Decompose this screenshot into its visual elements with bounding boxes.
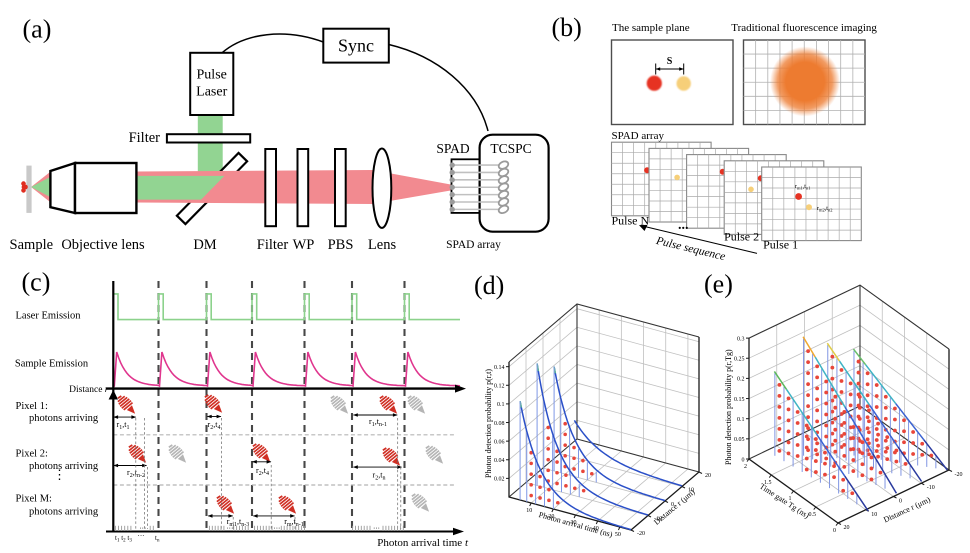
svg-text:···: ···	[226, 524, 233, 532]
svg-text:···: ···	[273, 524, 280, 532]
svg-text:10: 10	[688, 488, 694, 494]
svg-text:Laser: Laser	[196, 85, 227, 100]
svg-text:Photon detection probability p: Photon detection probability p(r,Tg)	[724, 349, 733, 465]
svg-text:r2,t4: r2,t4	[256, 466, 269, 477]
svg-text:(d): (d)	[474, 271, 504, 300]
svg-text:tn: tn	[155, 534, 160, 543]
svg-text:···: ···	[138, 532, 145, 540]
svg-text:0.06: 0.06	[494, 439, 505, 445]
svg-text:PBS: PBS	[328, 237, 354, 253]
svg-text:Pixel M:: Pixel M:	[16, 494, 53, 505]
svg-text:Objective lens: Objective lens	[61, 237, 145, 253]
svg-text:(a): (a)	[23, 15, 52, 44]
svg-text:SPAD: SPAD	[436, 141, 470, 156]
svg-text:r2,tn: r2,tn	[373, 471, 386, 482]
svg-text:···: ···	[139, 524, 146, 532]
svg-text:Pulse N: Pulse N	[612, 214, 650, 228]
svg-text:0.08: 0.08	[494, 421, 505, 427]
svg-text:1: 1	[789, 496, 792, 502]
svg-text:r1,t1: r1,t1	[117, 420, 130, 431]
svg-text:20: 20	[705, 473, 711, 479]
svg-text:0.2: 0.2	[737, 377, 745, 383]
svg-text:Sample Emission: Sample Emission	[15, 359, 89, 370]
svg-text:0.05: 0.05	[734, 437, 745, 443]
svg-text:WP: WP	[293, 237, 315, 253]
svg-text:···: ···	[373, 524, 380, 532]
svg-text:Pulse 1: Pulse 1	[763, 238, 798, 252]
svg-text:0: 0	[742, 457, 745, 463]
svg-text:-20: -20	[637, 531, 645, 537]
svg-text:DM: DM	[193, 237, 216, 253]
svg-text:Filter: Filter	[257, 237, 289, 253]
svg-text:10: 10	[526, 508, 532, 514]
svg-text:r2,tn-2: r2,tn-2	[127, 468, 145, 479]
svg-text:0.3: 0.3	[737, 336, 745, 342]
svg-text:0: 0	[899, 499, 902, 505]
svg-text:0.04: 0.04	[494, 458, 505, 464]
svg-text:0: 0	[671, 502, 674, 508]
svg-text:photons arriving: photons arriving	[29, 507, 99, 518]
svg-text:Photon detection probability p: Photon detection probability p(r,t)	[484, 369, 493, 478]
svg-text:rm,tn-1: rm,tn-1	[284, 517, 304, 528]
svg-text:Sync: Sync	[338, 36, 374, 56]
svg-text:Lens: Lens	[368, 237, 397, 253]
svg-text:20: 20	[844, 525, 850, 531]
svg-text:40: 40	[593, 526, 599, 532]
svg-text:1.5: 1.5	[764, 480, 772, 486]
svg-text:Sample: Sample	[10, 237, 54, 253]
svg-text:S: S	[667, 56, 673, 67]
svg-text:0.5: 0.5	[808, 512, 816, 518]
svg-text:50: 50	[615, 532, 621, 538]
svg-text:SPAD array: SPAD array	[612, 130, 665, 142]
svg-text:photons arriving: photons arriving	[29, 461, 99, 472]
svg-text:Filter: Filter	[129, 130, 161, 146]
svg-text:r1,tn-1: r1,tn-1	[369, 417, 387, 428]
svg-text:0: 0	[833, 528, 836, 534]
svg-text:(b): (b)	[552, 13, 582, 42]
svg-text:(c): (c)	[22, 268, 51, 297]
svg-text:-10: -10	[927, 485, 935, 491]
svg-text:Pulse 2: Pulse 2	[724, 230, 759, 244]
svg-text:0.1: 0.1	[497, 402, 505, 408]
svg-text:Laser Emission: Laser Emission	[16, 311, 82, 322]
svg-text:-10: -10	[654, 517, 662, 523]
svg-text:-20: -20	[955, 472, 963, 478]
svg-text:30: 30	[571, 520, 577, 526]
svg-text:0.15: 0.15	[734, 397, 745, 403]
svg-text:t1 t2 t3: t1 t2 t3	[115, 534, 132, 543]
svg-text:0.25: 0.25	[734, 357, 745, 363]
svg-text:rm1,tn1: rm1,tn1	[795, 184, 810, 191]
svg-text:20: 20	[548, 514, 554, 520]
svg-text:r2,t4: r2,t4	[208, 420, 221, 431]
svg-text:Photon arrival time t: Photon arrival time t	[377, 537, 469, 549]
svg-text:rm1,tn-3: rm1,tn-3	[227, 517, 250, 528]
svg-text:0.14: 0.14	[494, 365, 505, 371]
svg-text:Distance r: Distance r	[69, 385, 109, 395]
svg-text:Pulse: Pulse	[197, 68, 227, 83]
svg-text:TCSPC: TCSPC	[490, 141, 531, 156]
svg-text:Traditional fluorescence imagi: Traditional fluorescence imaging	[731, 22, 877, 34]
svg-text:0.02: 0.02	[494, 477, 505, 483]
svg-text:⋮: ⋮	[53, 467, 66, 482]
svg-text:2: 2	[744, 464, 747, 470]
svg-text:SPAD array: SPAD array	[446, 239, 501, 251]
svg-text:rm2,tn2: rm2,tn2	[817, 206, 832, 213]
svg-text:(e): (e)	[704, 270, 733, 299]
svg-text:Pixel 1:: Pixel 1:	[16, 401, 48, 412]
svg-text:0.1: 0.1	[737, 417, 745, 423]
svg-text:10: 10	[871, 512, 877, 518]
svg-text:...: ...	[678, 218, 689, 233]
svg-text:The sample plane: The sample plane	[612, 22, 690, 34]
svg-text:Pixel 2:: Pixel 2:	[16, 449, 48, 460]
svg-text:0.12: 0.12	[494, 384, 505, 390]
svg-text:photons arriving: photons arriving	[29, 413, 99, 424]
